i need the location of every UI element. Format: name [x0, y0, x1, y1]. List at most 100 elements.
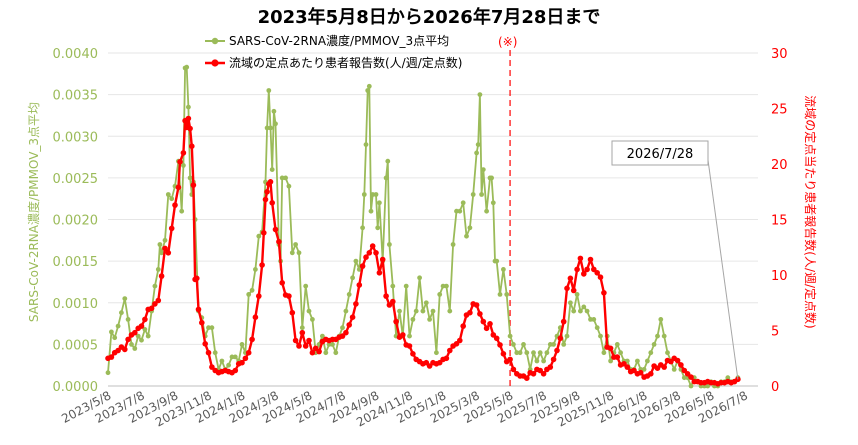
rna-point [474, 150, 479, 156]
rna-point [145, 333, 151, 339]
rna-point [286, 183, 292, 189]
patients-point [467, 309, 473, 316]
patients-point [177, 159, 183, 165]
rna-point [385, 158, 391, 164]
patients-point [242, 355, 249, 362]
patients-point [457, 337, 463, 344]
rna-point [655, 333, 660, 339]
rna-point [187, 175, 193, 181]
rna-point [578, 308, 583, 314]
rna-point [511, 342, 516, 347]
rna-series-line [107, 66, 739, 387]
y-left-axis-title: SARS-CoV-2RNA濃度/PMMOV_3点平均 [26, 102, 41, 322]
rna-point [658, 317, 664, 322]
rna-point [460, 200, 466, 206]
rna-point [303, 283, 309, 289]
patients-point [688, 374, 694, 380]
y-right-tick-label: 20 [771, 158, 788, 173]
patients-point [400, 332, 406, 338]
patients-point [152, 301, 158, 307]
rna-point [253, 267, 258, 272]
rna-point [568, 300, 573, 306]
y-left-tick-label: 0.0030 [53, 130, 99, 145]
patients-point [259, 262, 265, 268]
rna-point [346, 292, 352, 297]
rna-point [427, 317, 432, 322]
y-left-tick-label: 0.0005 [53, 338, 99, 353]
rna-point [239, 342, 245, 347]
rna-point [447, 308, 453, 314]
series-layer [105, 64, 741, 389]
patients-point [379, 256, 386, 263]
patients-point [574, 266, 580, 273]
rna-point [383, 175, 389, 181]
rna-point [497, 292, 503, 297]
patients-point [480, 318, 487, 325]
rna-point [467, 225, 473, 231]
rna-point [279, 175, 285, 181]
rna-point [269, 167, 275, 173]
rna-point [480, 167, 486, 173]
rna-point [477, 92, 483, 97]
patients-point [473, 302, 480, 308]
rna-point [618, 350, 623, 356]
patients-point [614, 354, 621, 360]
rna-point [350, 275, 355, 281]
rna-point [268, 125, 273, 131]
patients-point [443, 355, 450, 362]
rna-point [470, 192, 476, 197]
rna-point [360, 225, 365, 231]
patients-point [272, 226, 279, 233]
patients-point [108, 354, 115, 360]
rna-point [112, 335, 118, 341]
rna-point [651, 342, 657, 347]
rna-point [246, 292, 252, 297]
patients-point [547, 364, 554, 370]
rna-point [531, 350, 536, 356]
patients-point [607, 345, 614, 352]
rna-point [368, 208, 374, 214]
patients-point [477, 311, 483, 317]
patients-point [296, 343, 302, 349]
rna-point [264, 125, 270, 131]
rna-point [366, 83, 372, 89]
y-left-tick-label: 0.0020 [53, 214, 99, 229]
patients-point [678, 362, 684, 368]
rna-point [226, 362, 232, 368]
rna-point [232, 354, 238, 360]
patients-point [376, 270, 383, 276]
rna-point [479, 192, 484, 197]
patients-point [564, 285, 570, 292]
rna-point [209, 325, 215, 331]
rna-point [159, 250, 165, 256]
rna-point [340, 325, 345, 331]
rna-point [671, 367, 677, 372]
rna-point [343, 308, 349, 314]
rna-point [584, 308, 590, 314]
rna-point [437, 292, 443, 297]
patients-point [269, 200, 276, 206]
rna-point [162, 237, 168, 243]
patients-point [487, 321, 493, 327]
patients-point [524, 375, 530, 382]
rna-point [564, 333, 570, 339]
patients-point [276, 238, 282, 245]
patients-point [353, 301, 359, 307]
rna-point [524, 350, 530, 356]
rna-point [152, 283, 158, 289]
rna-point [430, 308, 436, 314]
legend: SARS-CoV-2RNA濃度/PMMOV_3点平均 流域の定点あたり患者報告数… [205, 33, 462, 70]
rna-point [517, 350, 523, 356]
rna-point [635, 358, 640, 364]
rna-point [661, 333, 667, 339]
patients-point [570, 287, 577, 294]
patients-point [279, 280, 286, 286]
rna-point [387, 242, 392, 247]
patients-point [162, 245, 168, 252]
rna-point [450, 242, 456, 247]
rna-point [434, 350, 439, 356]
patients-point [343, 329, 349, 336]
rna-point [521, 342, 526, 347]
rna-point [353, 258, 359, 264]
